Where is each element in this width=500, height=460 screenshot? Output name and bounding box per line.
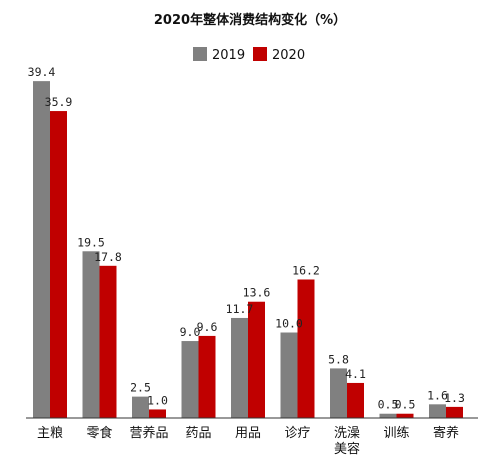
value-label-2019-8: 1.6 <box>427 388 448 402</box>
legend-label-2019: 2019 <box>212 48 245 63</box>
value-label-2020-5: 16.2 <box>292 263 320 277</box>
bar-2019-2 <box>132 396 149 418</box>
category-label-6: 洗澡美容 <box>334 426 360 457</box>
legend-swatch-2019 <box>193 47 207 61</box>
value-label-2019-4: 11.7 <box>226 302 254 316</box>
bar-2020-7 <box>396 413 414 418</box>
value-label-2020-6: 4.1 <box>345 367 366 381</box>
chart-title: 2020年整体消费结构变化（%） <box>154 12 346 28</box>
bar-2019-4 <box>231 317 248 418</box>
value-label-2020-2: 1.0 <box>147 393 168 407</box>
bars-layer <box>33 81 463 419</box>
value-label-2019-5: 10.0 <box>275 317 303 331</box>
value-label-2020-1: 17.8 <box>94 250 122 264</box>
value-label-2019-0: 39.4 <box>28 65 56 79</box>
bar-2020-4 <box>248 301 265 418</box>
bar-2019-5 <box>280 332 298 418</box>
category-label-8: 寄养 <box>433 425 459 441</box>
bar-2020-1 <box>99 265 117 418</box>
value-label-2019-2: 2.5 <box>130 381 151 395</box>
value-label-2019-7: 0.5 <box>378 398 399 412</box>
value-label-2019-1: 19.5 <box>77 235 105 249</box>
category-labels-layer: 主粮 零食 营养品 药品 用品 诊疗 洗澡美容 训练 寄养 <box>37 425 459 457</box>
bar-2020-2 <box>149 409 166 418</box>
value-label-2019-6: 5.8 <box>328 352 349 366</box>
category-label-5: 诊疗 <box>284 426 310 441</box>
value-label-2019-3: 9.0 <box>180 325 201 339</box>
bar-2020-6 <box>347 382 364 418</box>
category-label-2: 营养品 <box>129 425 168 441</box>
bar-2019-1 <box>82 251 100 418</box>
bar-2020-8 <box>446 406 463 418</box>
value-label-2020-7: 0.5 <box>395 398 416 412</box>
category-label-3: 药品 <box>185 426 211 441</box>
legend-label-2020: 2020 <box>272 48 305 63</box>
bar-2019-7 <box>379 413 397 418</box>
bar-2019-6 <box>330 368 347 418</box>
bar-2019-3 <box>181 341 199 418</box>
bar-2020-0 <box>50 111 67 419</box>
category-label-4: 用品 <box>235 426 261 441</box>
value-label-2020-8: 1.3 <box>444 391 465 405</box>
legend-swatch-2020 <box>253 47 267 61</box>
value-label-2020-4: 13.6 <box>243 286 271 300</box>
value-labels-layer: 39.4 35.9 19.517.8 2.51.0 9.09.6 11.7 13.6 10.0… <box>28 65 465 412</box>
value-label-2020-0: 35.9 <box>45 95 73 109</box>
value-label-2020-3: 9.6 <box>197 320 218 334</box>
legend: 2019 2020 <box>193 47 305 63</box>
bar-2020-3 <box>198 335 216 418</box>
category-label-7: 训练 <box>383 426 409 441</box>
category-label-0: 主粮 <box>37 426 63 441</box>
bar-2019-0 <box>33 81 50 418</box>
bar-2019-8 <box>429 404 446 418</box>
bar-2020-5 <box>297 279 315 418</box>
category-label-1: 零食 <box>86 425 112 441</box>
